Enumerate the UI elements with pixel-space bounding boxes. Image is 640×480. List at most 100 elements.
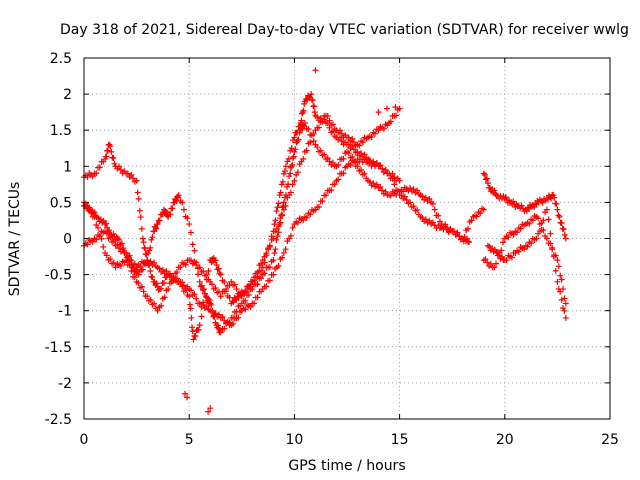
track-a-point	[280, 199, 287, 206]
track-b-point	[188, 314, 195, 321]
track-b-point	[338, 138, 345, 145]
track-a-point	[473, 213, 480, 220]
track-e-point	[498, 253, 505, 260]
track-a-point	[93, 170, 100, 177]
track-a-point	[104, 147, 111, 154]
track-b-point	[285, 155, 292, 162]
track-d-point	[95, 224, 102, 231]
track-b-point	[298, 117, 305, 124]
track-a-point	[130, 175, 137, 182]
track-d-point	[86, 204, 93, 211]
y-tick-label: 0	[63, 232, 72, 248]
track-a-point	[153, 225, 160, 232]
track-b-point	[309, 97, 316, 104]
track-e-point	[550, 253, 557, 260]
track-c-point	[382, 167, 389, 174]
track-a-point	[128, 171, 135, 178]
track-e-point	[528, 240, 535, 247]
track-a-point	[435, 212, 442, 219]
track-a-point	[107, 143, 114, 150]
track-e-point	[557, 272, 564, 279]
y-tick-label: -0.5	[45, 268, 72, 284]
y-axis-label: SDTVAR / TECUs	[7, 182, 23, 297]
track-b-point	[288, 145, 295, 152]
track-a-point	[361, 170, 368, 177]
x-tick-label: 0	[80, 432, 89, 448]
track-c-point	[328, 187, 335, 194]
track-c-point	[280, 249, 287, 256]
track-b-point	[186, 293, 193, 300]
track-d-point	[368, 134, 375, 141]
track-e-point	[554, 278, 561, 285]
track-a-point	[108, 148, 115, 155]
track-c-point	[110, 238, 117, 245]
track-a-point	[294, 138, 301, 145]
track-d-point	[247, 283, 254, 290]
track-a-point	[208, 301, 215, 308]
track-a-point	[147, 244, 154, 251]
track-c-point	[166, 270, 173, 277]
track-b-point	[258, 267, 265, 274]
track-d-point	[177, 264, 184, 271]
track-a-point	[431, 206, 438, 213]
track-b-point	[276, 192, 283, 199]
track-a-point	[286, 173, 293, 180]
track-b-point	[97, 216, 104, 223]
track-b-point	[160, 279, 167, 286]
track-d-point	[200, 268, 207, 275]
track-c-point	[219, 313, 226, 320]
track-d-point	[336, 127, 343, 134]
track-c-point	[144, 257, 151, 264]
track-d-point	[196, 264, 203, 271]
track-b-point	[195, 326, 202, 333]
track-b-point	[279, 178, 286, 185]
track-a-point	[414, 187, 421, 194]
track-b-point	[291, 134, 298, 141]
track-e-point	[502, 194, 509, 201]
track-a-point	[139, 235, 146, 242]
track-b-point	[422, 216, 429, 223]
track-b-point	[280, 170, 287, 177]
track-c-point	[251, 300, 258, 307]
track-c-point	[224, 318, 231, 325]
track-a-point	[326, 158, 333, 165]
track-c-point	[216, 311, 223, 318]
track-d-point	[165, 286, 172, 293]
track-a-point	[140, 239, 147, 246]
track-d-point	[279, 212, 286, 219]
track-b-point	[221, 279, 228, 286]
track-a-point	[266, 264, 273, 271]
track-a-point	[422, 194, 429, 201]
track-c-point	[377, 162, 384, 169]
track-d-point	[110, 259, 117, 266]
track-e-point	[487, 260, 494, 267]
track-a-point	[156, 217, 163, 224]
track-c-point	[191, 291, 198, 298]
track-a-point	[206, 297, 213, 304]
track-a-point	[284, 183, 291, 190]
track-a-point	[340, 155, 347, 162]
track-c-point	[137, 263, 144, 270]
track-a-point	[272, 246, 279, 253]
track-e-point	[556, 213, 563, 220]
track-b-point	[281, 168, 288, 175]
track-a-point	[387, 192, 394, 199]
track-e-point	[549, 244, 556, 251]
track-d-point	[217, 293, 224, 300]
track-c-point	[230, 320, 237, 327]
track-a-point	[335, 161, 342, 168]
track-e-point	[535, 215, 542, 222]
track-b-point	[314, 113, 321, 120]
track-b-point	[217, 271, 224, 278]
track-e-point	[540, 227, 547, 234]
track-c-point	[151, 259, 158, 266]
track-e-point	[520, 205, 527, 212]
track-b-point	[354, 148, 361, 155]
track-e-point	[555, 285, 562, 292]
track-d-point	[126, 262, 133, 269]
track-c-point	[340, 170, 347, 177]
track-a-point	[96, 164, 103, 171]
track-c-point	[396, 177, 403, 184]
track-a-point	[366, 178, 373, 185]
track-c-point	[242, 306, 249, 313]
